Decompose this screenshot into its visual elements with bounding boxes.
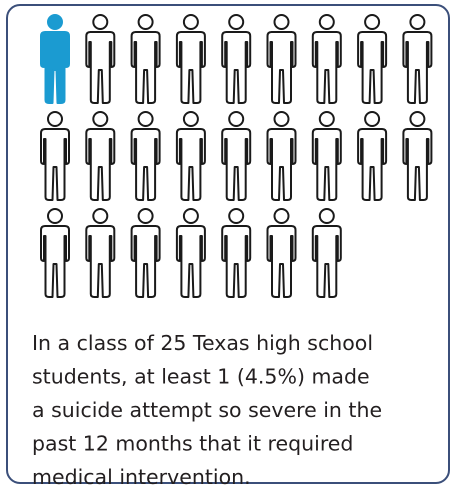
icon-head (182, 111, 199, 127)
icon-body (130, 225, 161, 298)
icon-head (318, 14, 335, 30)
icon-body (40, 225, 70, 298)
person-icon (311, 208, 342, 298)
caption: In a class of 25 Texas high school studen… (32, 331, 382, 489)
person-icon (221, 208, 252, 298)
person-icon (85, 111, 116, 201)
icon-body (357, 128, 388, 201)
icon-grid (40, 14, 433, 298)
caption-line: a suicide attempt so severe in the (32, 398, 382, 422)
person-icon (357, 111, 388, 201)
icon-head (364, 111, 381, 127)
person-icon (40, 111, 70, 201)
icon-head (409, 111, 426, 127)
caption-line: In a class of 25 Texas high school (32, 331, 373, 355)
icon-head (228, 111, 245, 127)
person-icon (221, 111, 252, 201)
icon-body (40, 31, 70, 104)
icon-head (47, 14, 63, 30)
person-icon (266, 208, 297, 298)
icon-body (402, 128, 433, 201)
icon-body (221, 128, 252, 201)
person-icon (357, 14, 388, 104)
icon-body (130, 128, 161, 201)
icon-body (311, 31, 342, 104)
person-icon (130, 208, 161, 298)
icon-body (175, 225, 206, 298)
icon-body (311, 128, 342, 201)
caption-line: medical intervention. (32, 465, 251, 489)
icon-head (409, 14, 426, 30)
person-icon (311, 111, 342, 201)
icon-body (266, 225, 297, 298)
icon-body (221, 31, 252, 104)
caption-line: students, at least 1 (4.5%) made (32, 365, 370, 389)
icon-head (273, 14, 290, 30)
person-icon (266, 14, 297, 104)
person-icon (266, 111, 297, 201)
icon-body (85, 31, 116, 104)
icon-body (266, 128, 297, 201)
person-icon (130, 111, 161, 201)
person-icon (175, 208, 206, 298)
icon-head (137, 14, 154, 30)
person-icon (311, 14, 342, 104)
icon-head (92, 208, 109, 224)
icon-head (47, 208, 63, 224)
icon-body (130, 31, 161, 104)
person-icon (130, 14, 161, 104)
icon-head (228, 208, 245, 224)
icon-body (221, 225, 252, 298)
person-icon (175, 111, 206, 201)
icon-head (182, 208, 199, 224)
icon-body (40, 128, 70, 201)
icon-head (364, 14, 381, 30)
icon-head (318, 208, 335, 224)
icon-body (311, 225, 342, 298)
icon-head (92, 14, 109, 30)
icon-head (137, 208, 154, 224)
person-icon (175, 14, 206, 104)
highlighted-person-icon (40, 14, 70, 104)
icon-head (273, 208, 290, 224)
icon-body (175, 128, 206, 201)
icon-head (47, 111, 63, 127)
icon-body (266, 31, 297, 104)
person-icon (85, 208, 116, 298)
icon-head (92, 111, 109, 127)
icon-head (318, 111, 335, 127)
icon-head (228, 14, 245, 30)
icon-head (137, 111, 154, 127)
caption-line: past 12 months that it required (32, 432, 353, 456)
person-icon (221, 14, 252, 104)
icon-body (85, 225, 116, 298)
card-frame (6, 4, 450, 484)
person-icon (85, 14, 116, 104)
icon-body (175, 31, 206, 104)
icon-body (402, 31, 433, 104)
icon-head (273, 111, 290, 127)
person-icon (402, 14, 433, 104)
icon-body (357, 31, 388, 104)
icon-body (85, 128, 116, 201)
person-icon (402, 111, 433, 201)
person-icon (40, 208, 70, 298)
icon-head (182, 14, 199, 30)
